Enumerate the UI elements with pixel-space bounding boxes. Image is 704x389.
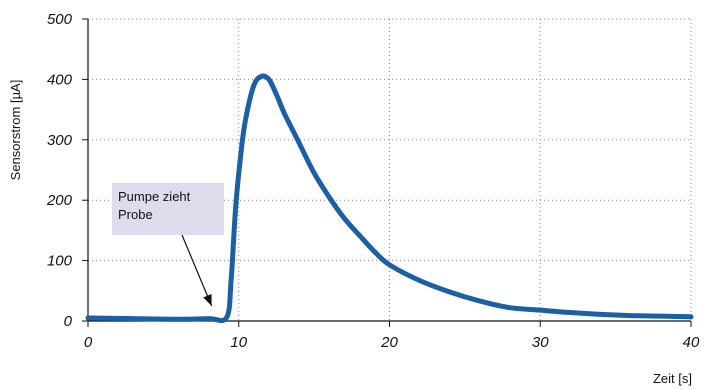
y-axis-label: Sensorstrom [µA] [8, 80, 23, 181]
tick-marks [82, 18, 692, 327]
y-tick-label-2: 200 [46, 192, 73, 209]
annotation-box [112, 183, 224, 235]
y-tick-label-5: 500 [47, 11, 73, 28]
series-layer [85, 73, 694, 324]
annotation-text-line-2: Probe [118, 207, 153, 222]
y-tick-label-4: 400 [47, 71, 73, 88]
annotation-text-line-1: Pumpe zieht [118, 189, 191, 204]
x-tick-label-4: 40 [683, 334, 700, 351]
annotation: Pumpe zieht Probe [112, 183, 224, 307]
grid [88, 18, 692, 321]
annotation-arrowhead [203, 294, 212, 306]
y-tick-label-0: 0 [64, 313, 73, 330]
x-tick-label-2: 20 [380, 334, 398, 351]
y-tick-label-1: 100 [47, 253, 73, 270]
series-line-0 [85, 73, 694, 324]
x-tick-label-3: 30 [532, 334, 549, 351]
annotation-arrow [181, 234, 213, 307]
x-axis-label: Zeit [s] [653, 371, 692, 386]
x-tick-label-0: 0 [84, 334, 93, 351]
x-tick-label-1: 10 [230, 334, 247, 351]
y-tick-label-3: 300 [47, 132, 73, 149]
